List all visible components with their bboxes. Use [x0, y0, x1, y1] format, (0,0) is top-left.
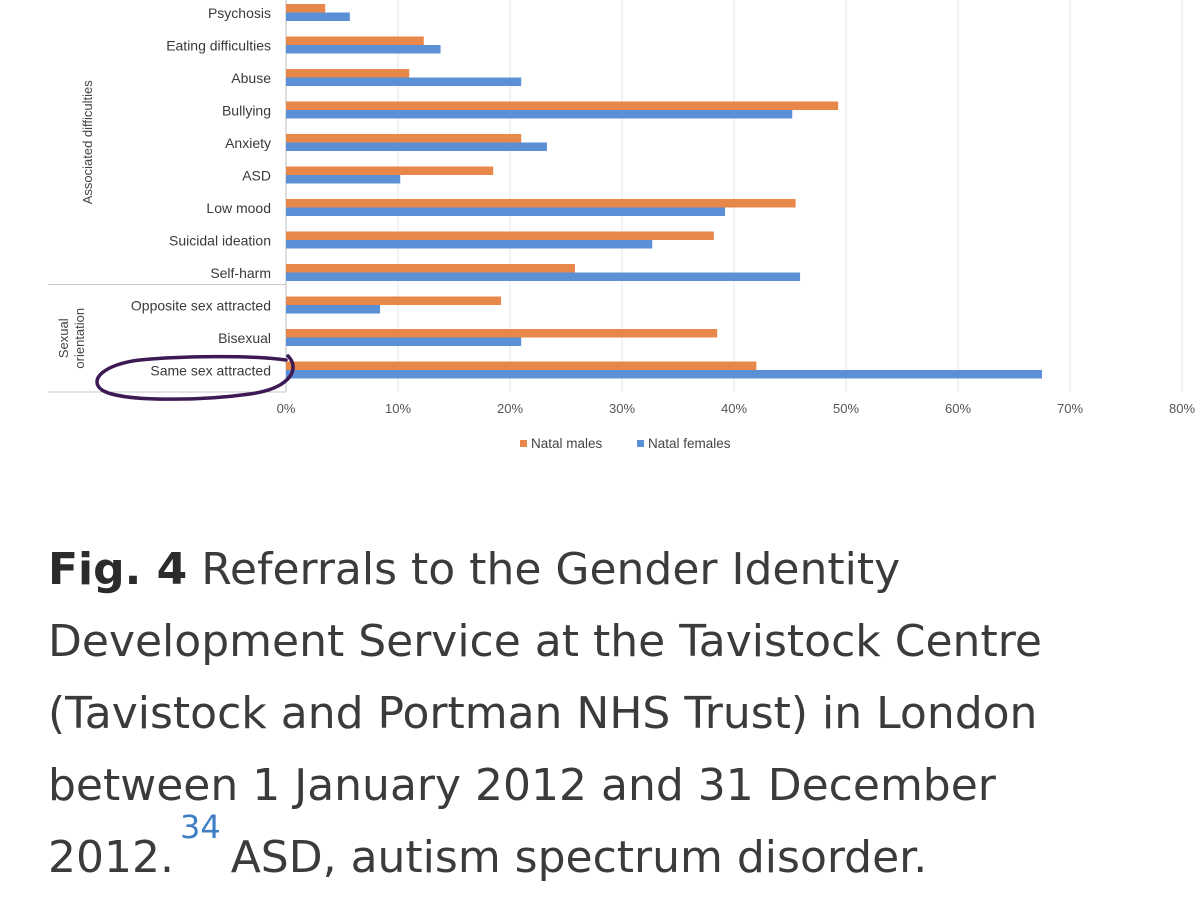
caption-text: Referrals to the Gender Identity Develop…: [48, 544, 1042, 883]
x-tick-label: 70%: [1057, 401, 1083, 416]
group-label-sexual: Sexual: [56, 318, 71, 358]
group-label-associated: Associated difficulties: [80, 80, 95, 205]
bar-natal-females: [286, 240, 653, 249]
figure-caption: Fig. 4 Referrals to the Gender Identity …: [48, 534, 1178, 897]
figure-label: Fig. 4: [48, 544, 188, 595]
x-tick-label: 40%: [721, 401, 747, 416]
caption-abbreviation: ASD, autism spectrum disorder.: [230, 832, 928, 883]
category-label: Anxiety: [225, 135, 271, 151]
bar-natal-males: [286, 231, 714, 240]
bar-natal-females: [286, 45, 441, 54]
x-tick-label: 20%: [497, 401, 523, 416]
category-label: Bisexual: [218, 330, 271, 346]
legend-label-natal-females: Natal females: [648, 436, 731, 451]
bar-chart: 0% 10% 20% 30% 40% 50% 60% 70% 80% Psychosis Eatin…: [48, 0, 1195, 451]
bar-natal-males: [286, 199, 796, 208]
bar-natal-males: [286, 4, 326, 13]
category-label: Suicidal ideation: [169, 233, 271, 249]
category-label: Abuse: [231, 70, 271, 86]
bar-natal-males: [286, 36, 424, 45]
group-label-orientation: orientation: [72, 308, 87, 369]
bar-natal-males: [286, 69, 410, 78]
bar-natal-males: [286, 101, 839, 110]
bar-natal-males: [286, 264, 575, 273]
category-label: Bullying: [222, 103, 271, 119]
x-tick-label: 30%: [609, 401, 635, 416]
annotation-circle: [95, 354, 295, 401]
category-label: Self-harm: [210, 265, 271, 281]
bar-natal-females: [286, 207, 726, 216]
x-tick-label: 60%: [945, 401, 971, 416]
x-tick-label: 50%: [833, 401, 859, 416]
x-tick-label: 80%: [1169, 401, 1195, 416]
bar-natal-males: [286, 166, 494, 175]
reference-link[interactable]: 34: [179, 808, 221, 846]
x-tick-label: 10%: [385, 401, 411, 416]
bar-natal-females: [286, 12, 350, 21]
x-tick-label: 0%: [277, 401, 296, 416]
bar-natal-females: [286, 305, 381, 314]
bar-natal-males: [286, 329, 718, 338]
bar-natal-males: [286, 361, 757, 370]
bar-natal-females: [286, 142, 547, 151]
chart-svg: 0% 10% 20% 30% 40% 50% 60% 70% 80% Psychosis Eatin…: [48, 0, 1195, 451]
category-label: Opposite sex attracted: [131, 298, 271, 314]
bar-natal-females: [286, 272, 801, 281]
legend-swatch-natal-males: [520, 440, 527, 447]
bar-natal-females: [286, 175, 401, 184]
bar-natal-females: [286, 77, 522, 86]
category-label: Eating difficulties: [166, 38, 271, 54]
bar-natal-females: [286, 337, 522, 346]
bar-natal-females: [286, 110, 793, 119]
category-label: ASD: [242, 168, 271, 184]
category-label: Psychosis: [208, 5, 271, 21]
category-label: Low mood: [206, 200, 271, 216]
bar-natal-females: [286, 370, 1042, 379]
legend-label-natal-males: Natal males: [531, 436, 603, 451]
bar-natal-males: [286, 296, 502, 305]
bar-natal-males: [286, 134, 522, 143]
legend-swatch-natal-females: [637, 440, 644, 447]
category-label: Same sex attracted: [150, 363, 271, 379]
